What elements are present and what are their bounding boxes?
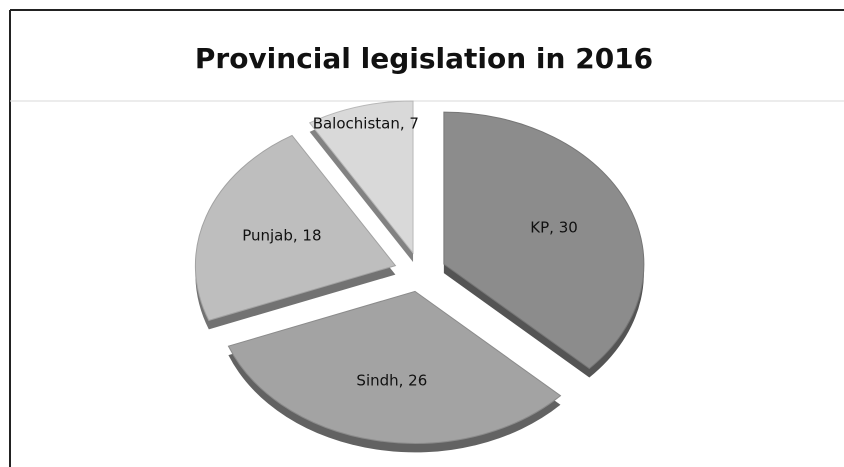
slice	[308, 100, 414, 255]
data-label: Balochistan, 7	[313, 115, 419, 133]
pie: KP, 30 Sindh, 26 Punjab, 18 Balochistan, 7	[194, 100, 645, 453]
chart-title: Provincial legislation in 2016	[195, 42, 653, 75]
data-label: Sindh, 26	[356, 371, 427, 389]
data-label: Punjab, 18	[242, 227, 321, 245]
data-label: KP, 30	[530, 219, 578, 237]
slice	[227, 290, 562, 444]
slice	[194, 134, 397, 321]
slice	[443, 111, 645, 370]
